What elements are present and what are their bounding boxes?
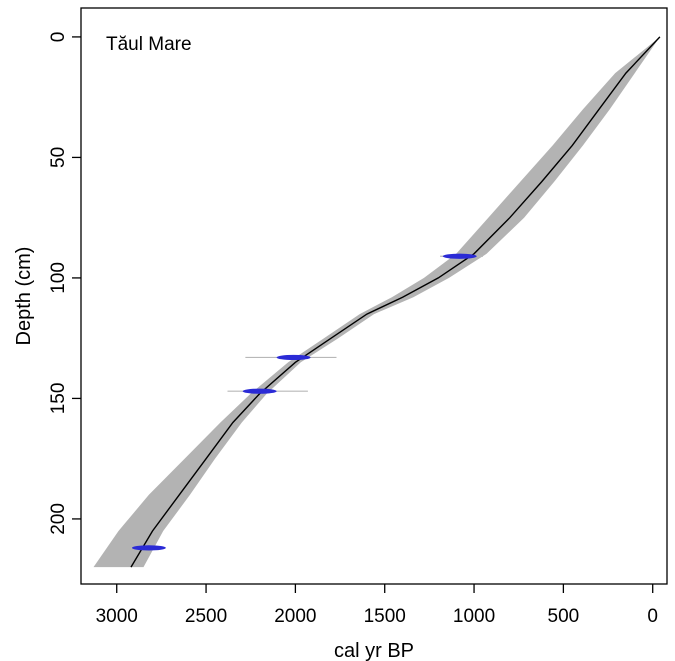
dated-sample-mark — [276, 354, 311, 361]
y-tick-label: 0 — [48, 32, 69, 43]
x-tick-label: 2000 — [274, 606, 316, 627]
age-model-layer — [130, 36, 661, 568]
confidence-band-layer — [93, 36, 660, 568]
x-tick-label: 2500 — [185, 606, 227, 627]
dated-sample-mark — [131, 545, 166, 551]
x-tick-label: 0 — [647, 606, 658, 627]
dated-sample-mark — [442, 253, 477, 259]
x-tick-label: 500 — [548, 606, 580, 627]
x-tick-label: 1500 — [364, 606, 406, 627]
x-axis-label: cal yr BP — [334, 640, 414, 661]
chart-title: Tăul Mare — [106, 34, 192, 55]
plot-frame — [80, 7, 668, 585]
age-model-line — [130, 36, 661, 568]
y-axis-label: Depth (cm) — [13, 247, 35, 346]
y-tick-label: 100 — [48, 262, 69, 294]
y-tick-label: 50 — [48, 147, 69, 168]
axes-layer: 3000 2500 2000 1500 1000 500 0 0 50 100 150 200 — [48, 32, 658, 627]
x-tick-label: 1000 — [453, 606, 495, 627]
y-tick-label: 200 — [48, 503, 69, 535]
y-tick-label: 150 — [48, 383, 69, 415]
confidence-band — [93, 36, 660, 568]
dated-sample-mark — [242, 388, 277, 394]
dated-samples-layer — [131, 253, 483, 551]
x-tick-label: 3000 — [96, 606, 138, 627]
